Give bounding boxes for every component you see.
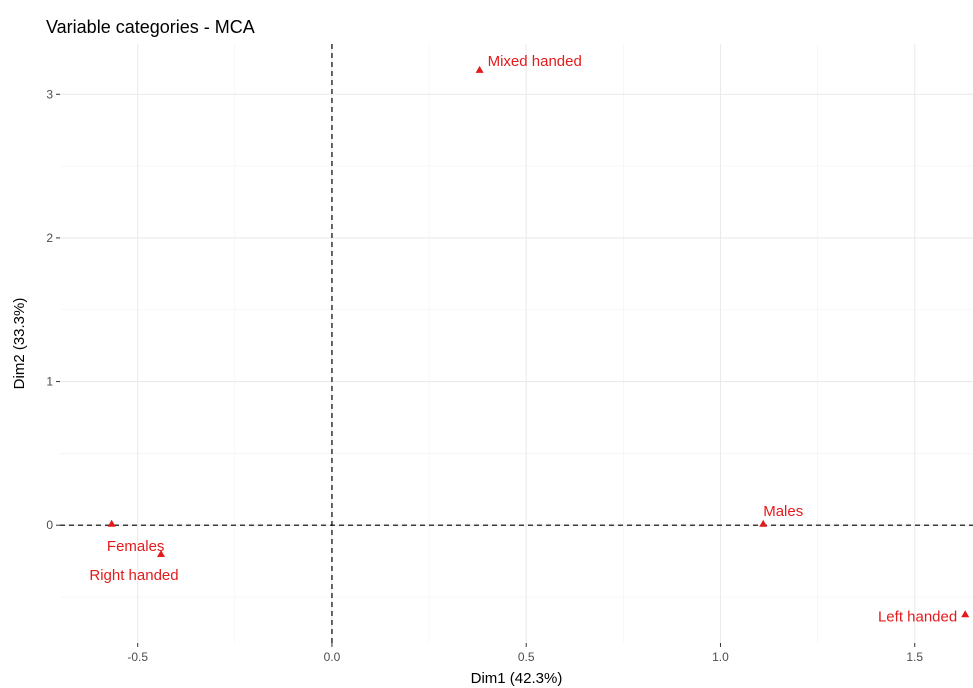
data-point-marker (475, 65, 484, 73)
x-tick-label: 0.5 (518, 650, 535, 664)
data-points: Mixed handed Males Females Right handed Left… (89, 53, 970, 625)
grid (60, 44, 973, 643)
y-tick-label: 2 (46, 231, 53, 245)
x-tick-label: 1.5 (906, 650, 923, 664)
data-point-marker (759, 519, 768, 527)
data-point-label: Right handed (89, 567, 178, 584)
x-tick-label: 1.0 (712, 650, 729, 664)
x-axis-title: Dim1 (42.3%) (471, 670, 563, 687)
data-point-marker (157, 549, 166, 557)
data-point-marker (107, 519, 116, 527)
x-tick-label: -0.5 (127, 650, 148, 664)
data-point-label: Left handed (878, 608, 957, 625)
reference-lines (60, 44, 973, 643)
y-tick-label: 3 (46, 87, 53, 101)
axes: -0.5 0.0 0.5 1.0 1.5 0 1 2 3 (46, 87, 923, 664)
y-tick-label: 0 (46, 518, 53, 532)
data-point-marker (961, 610, 970, 618)
chart-title: Variable categories - MCA (46, 17, 255, 37)
x-tick-label: 0.0 (324, 650, 341, 664)
data-point-label: Females (107, 538, 165, 555)
y-tick-label: 1 (46, 375, 53, 389)
data-point-label: Mixed handed (488, 53, 582, 70)
y-axis-title: Dim2 (33.3%) (11, 298, 28, 390)
data-point-label: Males (763, 503, 803, 520)
